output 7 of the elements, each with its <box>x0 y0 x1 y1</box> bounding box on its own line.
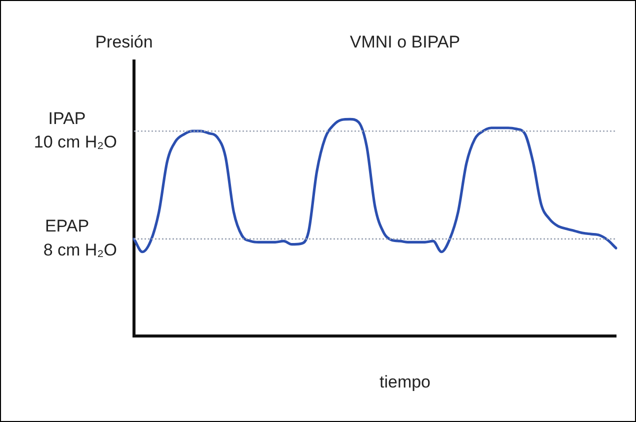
y-tick-label: 8 cm H₂O <box>43 240 117 260</box>
ref-line-label: EPAP <box>44 216 90 236</box>
x-axis-title: tiempo <box>379 372 431 392</box>
chart-title: VMNI o BIPAP <box>350 32 460 52</box>
ref-line-label: IPAP <box>48 108 86 128</box>
y-axis-title: Presión <box>95 32 153 52</box>
y-tick-label: 10 cm H₂O <box>34 132 117 152</box>
